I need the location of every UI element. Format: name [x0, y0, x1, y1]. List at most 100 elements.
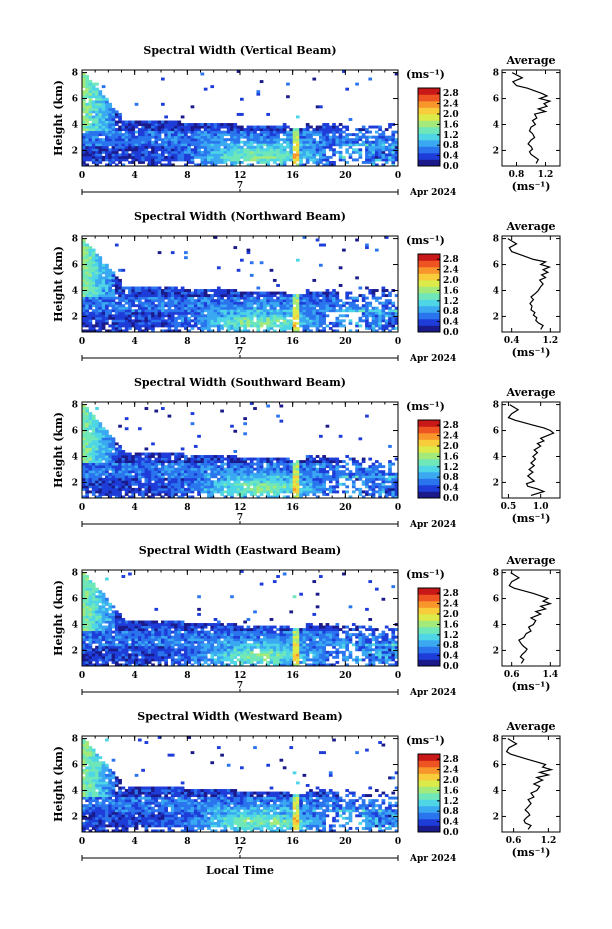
heatmap-cell	[328, 294, 333, 298]
heatmap-cell	[302, 304, 307, 308]
heatmap-cell	[236, 125, 241, 129]
heatmap-cell	[108, 276, 113, 280]
heatmap-cell	[216, 482, 221, 486]
heatmap-cell	[322, 470, 326, 474]
heatmap-cell	[170, 311, 175, 315]
heatmap-cell	[210, 155, 215, 159]
heatmap-cell	[98, 256, 103, 260]
heatmap-cell	[101, 432, 106, 436]
heatmap-cell	[108, 434, 113, 438]
heatmap-cell	[118, 477, 122, 481]
heatmap-cell	[384, 160, 389, 164]
heatmap-cell	[309, 462, 313, 466]
heatmap-cell	[161, 301, 165, 305]
heatmap-cell	[216, 314, 221, 318]
heatmap-cell	[177, 138, 182, 142]
heatmap-cell	[114, 492, 119, 496]
heatmap-cell	[190, 422, 195, 426]
heatmap-cell	[105, 477, 109, 481]
heatmap-cell	[157, 291, 162, 295]
heatmap-cell	[289, 472, 294, 476]
heatmap-cell	[161, 465, 165, 469]
heatmap-cell	[216, 490, 221, 494]
heatmap-cell	[305, 145, 310, 149]
heatmap-cell	[85, 140, 89, 144]
heatmap-cell	[365, 319, 369, 323]
heatmap-cell	[378, 128, 382, 132]
heatmap-cell	[85, 306, 89, 310]
heatmap-cell	[322, 472, 326, 476]
heatmap-cell	[276, 163, 280, 167]
heatmap-cell	[309, 455, 313, 458]
heatmap-cell	[144, 130, 149, 134]
colorbar-frame	[417, 253, 441, 333]
heatmap-cell	[98, 470, 103, 474]
colorbar-swatch	[418, 459, 440, 466]
heatmap-cell	[157, 145, 162, 149]
heatmap-cell	[259, 148, 264, 152]
heatmap-cell	[240, 465, 244, 469]
heatmap-cell	[388, 314, 392, 318]
heatmap-cell	[299, 311, 303, 315]
heatmap-cell	[154, 153, 159, 157]
heatmap-cell	[226, 125, 231, 129]
heatmap-cell	[141, 314, 145, 318]
heatmap-cell	[299, 301, 303, 305]
heatmap-cell	[365, 480, 369, 484]
heatmap-cell	[213, 128, 218, 132]
heatmap-cell	[164, 470, 168, 474]
heatmap-cell	[374, 296, 379, 300]
heatmap-cell	[305, 301, 310, 305]
heatmap-cell	[118, 296, 122, 300]
heatmap-cell	[147, 460, 152, 464]
heatmap-cell	[177, 457, 182, 461]
heatmap-cell	[348, 133, 353, 137]
heatmap-cell	[371, 148, 376, 152]
heatmap-cell	[128, 319, 132, 323]
heatmap-cell	[322, 467, 326, 471]
heatmap-cell	[276, 148, 280, 152]
heatmap-cell	[105, 130, 109, 134]
heatmap-cell	[114, 143, 119, 147]
heatmap-cell	[272, 492, 277, 496]
heatmap-cell	[289, 130, 294, 134]
heatmap-cell	[95, 434, 99, 438]
heatmap-cell	[210, 85, 215, 89]
heatmap-cell	[207, 125, 211, 129]
heatmap-cell	[88, 87, 93, 91]
heatmap-cell	[121, 329, 126, 333]
heatmap-cell	[391, 485, 396, 489]
heatmap-cell	[233, 324, 238, 328]
heatmap-cell	[91, 158, 96, 162]
heatmap-cell	[170, 133, 175, 137]
heatmap-cell	[193, 460, 198, 464]
heatmap-cell	[91, 153, 96, 157]
heatmap-cell	[305, 135, 310, 139]
heatmap-cell	[95, 135, 99, 139]
heatmap-cell	[101, 145, 106, 149]
heatmap-cell	[137, 465, 142, 469]
heatmap-cell	[249, 470, 254, 474]
heatmap-cells	[82, 236, 399, 333]
heatmap-cell	[223, 150, 228, 154]
heatmap-cell	[88, 442, 93, 446]
heatmap-cell	[85, 460, 89, 464]
heatmap-cell	[249, 163, 254, 167]
heatmap-cell	[279, 477, 284, 481]
heatmap-cell	[88, 256, 93, 260]
heatmap-cell	[144, 311, 149, 315]
heatmap-cell	[358, 467, 363, 471]
heatmap-cell	[111, 316, 116, 320]
heatmap-cell	[170, 289, 175, 292]
heatmap-cell	[82, 251, 86, 255]
heatmap-cell	[101, 314, 106, 318]
heatmap-cell	[108, 437, 113, 441]
heatmap-cell	[374, 309, 379, 313]
heatmap-cell	[351, 457, 356, 461]
heatmap-cell	[131, 492, 136, 496]
heatmap-cell	[266, 404, 271, 408]
heatmap-cell	[342, 460, 346, 464]
heatmap-cell	[286, 150, 290, 154]
heatmap-cell	[213, 311, 218, 315]
heatmap-cell	[322, 294, 326, 298]
